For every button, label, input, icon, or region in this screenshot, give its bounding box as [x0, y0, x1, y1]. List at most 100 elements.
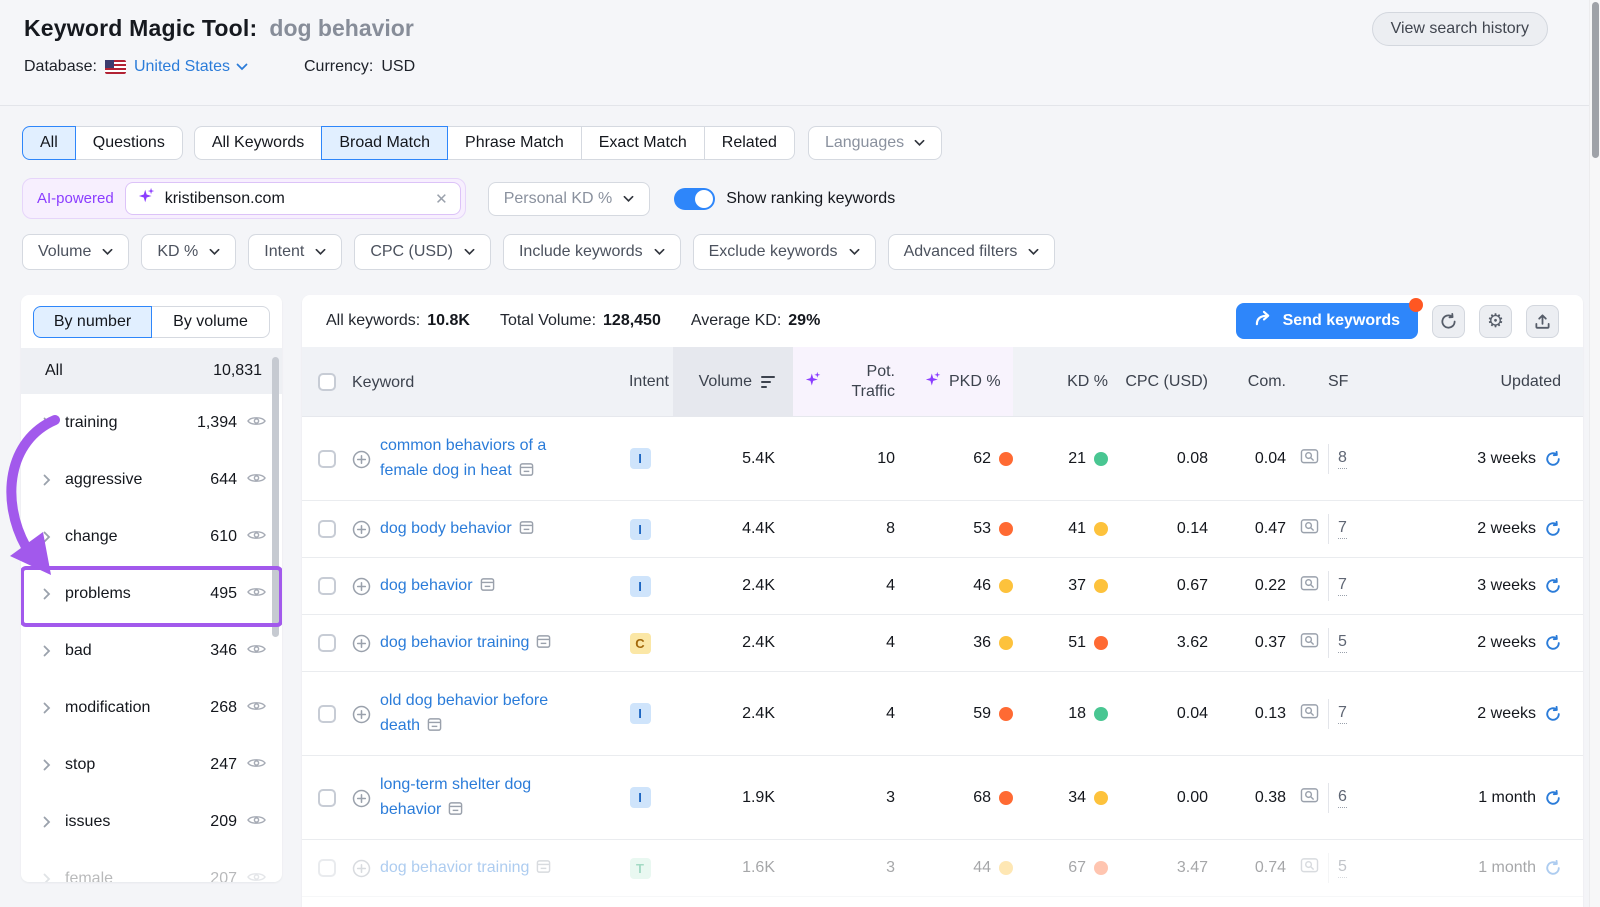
chevron-right-icon[interactable]: [43, 531, 51, 543]
keyword-link[interactable]: old dog behavior before death: [380, 689, 585, 741]
serp-preview-icon[interactable]: [448, 800, 463, 825]
eye-icon[interactable]: [247, 414, 266, 432]
tab-all[interactable]: All: [22, 126, 76, 160]
column-pot-traffic[interactable]: Pot. Traffic: [793, 347, 921, 416]
sidebar-item-training[interactable]: training 1,394: [21, 394, 282, 451]
add-keyword-icon[interactable]: [352, 520, 371, 539]
chevron-right-icon[interactable]: [43, 645, 51, 657]
languages-dropdown[interactable]: Languages: [807, 126, 943, 160]
sf-count-link[interactable]: 8: [1338, 449, 1347, 469]
sf-count-link[interactable]: 5: [1338, 633, 1347, 653]
sf-count-link[interactable]: 6: [1338, 788, 1347, 808]
filter-cpc-usd-[interactable]: CPC (USD): [354, 234, 491, 270]
refresh-keyword-icon[interactable]: [1545, 635, 1561, 651]
chevron-right-icon[interactable]: [43, 588, 51, 600]
row-checkbox[interactable]: [318, 704, 336, 723]
refresh-table-button[interactable]: [1432, 304, 1465, 338]
database-selector[interactable]: United States: [134, 58, 248, 76]
column-cpc[interactable]: CPC (USD): [1125, 372, 1208, 390]
sidebar-item-problems[interactable]: problems 495: [21, 565, 282, 622]
refresh-keyword-icon[interactable]: [1545, 860, 1561, 876]
select-all-checkbox[interactable]: [318, 372, 336, 391]
sidebar-item-all[interactable]: All 10,831: [21, 348, 282, 394]
sort-by-volume-tab[interactable]: By volume: [151, 306, 270, 338]
sidebar-item-female[interactable]: female 207: [21, 850, 282, 882]
add-keyword-icon[interactable]: [352, 450, 371, 469]
table-settings-button[interactable]: ⚙: [1479, 304, 1512, 338]
page-scrollbar-thumb[interactable]: [1592, 2, 1599, 158]
filter-kd-[interactable]: KD %: [141, 234, 237, 270]
sidebar-item-aggressive[interactable]: aggressive 644: [21, 451, 282, 508]
eye-icon[interactable]: [247, 528, 266, 546]
filter-intent[interactable]: Intent: [248, 234, 343, 270]
keyword-link[interactable]: dog behavior training: [380, 856, 551, 883]
serp-preview-icon[interactable]: [519, 519, 534, 544]
serp-preview-icon[interactable]: [480, 576, 495, 601]
keyword-link[interactable]: common behaviors of a female dog in heat: [380, 434, 585, 486]
refresh-keyword-icon[interactable]: [1545, 578, 1561, 594]
sort-by-number-tab[interactable]: By number: [33, 306, 152, 338]
chevron-right-icon[interactable]: [43, 417, 51, 429]
row-checkbox[interactable]: [318, 520, 336, 538]
export-button[interactable]: [1526, 304, 1559, 338]
column-kd[interactable]: KD %: [1067, 372, 1108, 390]
view-search-history-button[interactable]: View search history: [1371, 12, 1548, 46]
column-com[interactable]: Com.: [1247, 372, 1286, 390]
sidebar-item-bad[interactable]: bad 346: [21, 622, 282, 679]
tab-phrase-match[interactable]: Phrase Match: [447, 126, 582, 160]
row-checkbox[interactable]: [318, 449, 336, 468]
serp-analysis-icon[interactable]: [1300, 703, 1319, 725]
row-checkbox[interactable]: [318, 577, 336, 595]
eye-icon[interactable]: [247, 699, 266, 717]
tab-questions[interactable]: Questions: [74, 126, 183, 160]
domain-search-field[interactable]: ✕: [124, 182, 461, 215]
show-ranking-keywords-toggle[interactable]: [674, 187, 716, 210]
filter-include-keywords[interactable]: Include keywords: [502, 234, 681, 270]
sidebar-scrollbar[interactable]: [272, 357, 279, 637]
chevron-right-icon[interactable]: [43, 474, 51, 486]
eye-icon[interactable]: [247, 642, 266, 660]
serp-analysis-icon[interactable]: [1300, 575, 1319, 597]
serp-preview-icon[interactable]: [536, 858, 551, 883]
send-keywords-button[interactable]: Send keywords: [1235, 298, 1423, 339]
serp-analysis-icon[interactable]: [1300, 787, 1319, 809]
eye-icon[interactable]: [247, 585, 266, 603]
page-scrollbar[interactable]: [1589, 0, 1600, 907]
row-checkbox[interactable]: [318, 634, 336, 652]
filter-volume[interactable]: Volume: [22, 234, 130, 270]
keyword-link[interactable]: dog body behavior: [380, 517, 534, 544]
add-keyword-icon[interactable]: [352, 577, 371, 596]
sf-count-link[interactable]: 7: [1338, 704, 1347, 724]
row-checkbox[interactable]: [318, 788, 336, 807]
add-keyword-icon[interactable]: [352, 705, 371, 724]
chevron-right-icon[interactable]: [43, 759, 51, 771]
keyword-link[interactable]: dog behavior training: [380, 631, 551, 658]
tab-related[interactable]: Related: [703, 126, 795, 160]
serp-analysis-icon[interactable]: [1300, 518, 1319, 540]
tab-broad-match[interactable]: Broad Match: [321, 126, 449, 160]
filter-advanced-filters[interactable]: Advanced filters: [887, 234, 1056, 270]
sidebar-item-modification[interactable]: modification 268: [21, 679, 282, 736]
tab-exact-match[interactable]: Exact Match: [580, 126, 705, 160]
sidebar-item-issues[interactable]: issues 209: [21, 793, 282, 850]
serp-analysis-icon[interactable]: [1300, 632, 1319, 654]
clear-input-icon[interactable]: ✕: [435, 190, 448, 208]
serp-preview-icon[interactable]: [427, 716, 442, 741]
chevron-right-icon[interactable]: [43, 873, 51, 882]
add-keyword-icon[interactable]: [352, 789, 371, 808]
add-keyword-icon[interactable]: [352, 859, 371, 878]
row-checkbox[interactable]: [318, 859, 336, 877]
column-updated[interactable]: Updated: [1500, 372, 1562, 390]
sf-count-link[interactable]: 7: [1338, 576, 1347, 596]
eye-icon[interactable]: [247, 471, 266, 489]
personal-kd-dropdown[interactable]: Personal KD %: [487, 181, 651, 216]
eye-icon[interactable]: [247, 756, 266, 774]
refresh-keyword-icon[interactable]: [1545, 705, 1561, 722]
sf-count-link[interactable]: 5: [1338, 858, 1347, 878]
column-sf[interactable]: SF: [1328, 372, 1349, 390]
eye-icon[interactable]: [247, 870, 266, 883]
refresh-keyword-icon[interactable]: [1545, 789, 1561, 806]
column-intent[interactable]: Intent: [628, 372, 669, 390]
serp-analysis-icon[interactable]: [1300, 857, 1319, 879]
serp-preview-icon[interactable]: [536, 633, 551, 658]
